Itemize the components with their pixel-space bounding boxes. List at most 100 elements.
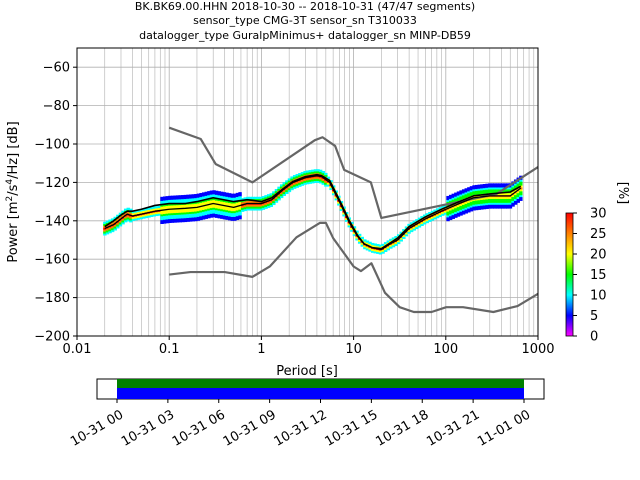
density-cell [503,200,507,203]
title-line-2: sensor_type CMG-3T sensor_sn T310033 [193,14,417,27]
density-cell [134,218,138,221]
density-cell [324,180,328,183]
density-cell [316,173,320,176]
density-cell [116,222,120,225]
density-cell [160,196,164,200]
density-cell [152,212,156,215]
density-cell [370,250,375,253]
density-cell [508,187,513,190]
density-cell [238,205,242,208]
density-cell [477,198,481,201]
density-cell [186,208,190,211]
density-cell [207,208,211,211]
density-cell [487,206,492,209]
density-cell [196,205,201,208]
density-cell [222,211,227,214]
density-cell [142,216,146,219]
density-cell [204,191,208,194]
density-cell [519,185,523,188]
density-cell [495,189,500,192]
density-cell [214,194,219,197]
colorbar-gradient [565,212,574,337]
y-tick-label: −140 [34,214,70,229]
density-cell [225,204,229,207]
density-cell [233,210,237,214]
density-cell [285,187,289,191]
density-cell [165,221,169,224]
density-cell [235,206,240,209]
density-cell [422,220,427,223]
density-cell [209,203,214,207]
density-cell [313,176,318,180]
density-cell [139,215,143,218]
density-cell [110,222,115,225]
density-cell [321,182,325,185]
density-cell [220,193,224,196]
density-cell [191,205,195,208]
density-cell [204,205,208,208]
density-cell [464,207,468,210]
y-tick-label: −180 [34,291,70,306]
density-cell [350,227,354,230]
density-cell [498,185,502,188]
colorbar-tick-label: 20 [590,248,607,263]
density-cell [225,194,229,197]
density-cell [459,209,463,212]
density-cell [456,199,461,202]
density-cell [194,201,198,204]
density-cell [456,212,461,215]
density-cell [194,197,198,201]
density-cell [313,178,318,182]
density-cell [227,212,232,215]
density-cell [511,185,515,188]
density-cell [139,217,143,220]
density-cell [321,178,325,181]
density-cell [506,189,510,192]
density-cell [121,220,125,223]
y-tick-label: −120 [34,176,70,191]
density-cell [490,200,494,203]
density-cell [350,229,354,232]
density-cell [178,200,182,204]
density-cell [446,199,450,203]
density-cell [490,198,494,201]
density-cell [376,244,380,247]
density-cell [396,234,401,237]
density-cell [261,207,266,210]
density-cell [168,218,172,222]
density-cell [201,215,206,218]
density-cell [199,192,203,196]
density-cell [438,214,442,217]
density-cell [191,211,195,214]
density-cell [131,211,136,214]
density-cell [233,201,237,204]
density-cell [493,202,497,205]
density-cell [238,192,242,195]
plot-grid [76,48,538,337]
density-cell [266,194,271,197]
density-cell [469,207,474,210]
density-cell [183,194,188,198]
density-cell [506,202,510,205]
density-cell [264,204,268,207]
density-cell [480,207,484,210]
density-cell [303,172,307,176]
density-cell [506,192,510,196]
density-cell [144,215,149,219]
density-cell [186,198,190,201]
density-cell [498,196,502,200]
density-cell [165,198,169,201]
density-cell [472,192,476,196]
density-cell [170,212,175,216]
density-cell [214,200,219,203]
density-cell [162,196,167,199]
density-cell [212,197,216,201]
density-cell [279,195,284,199]
density-cell [493,191,497,194]
density-cell [433,209,437,212]
density-cell [477,199,481,203]
density-cell [459,211,463,214]
density-cell [464,188,468,191]
density-cell [131,212,136,216]
density-cell [238,207,242,210]
